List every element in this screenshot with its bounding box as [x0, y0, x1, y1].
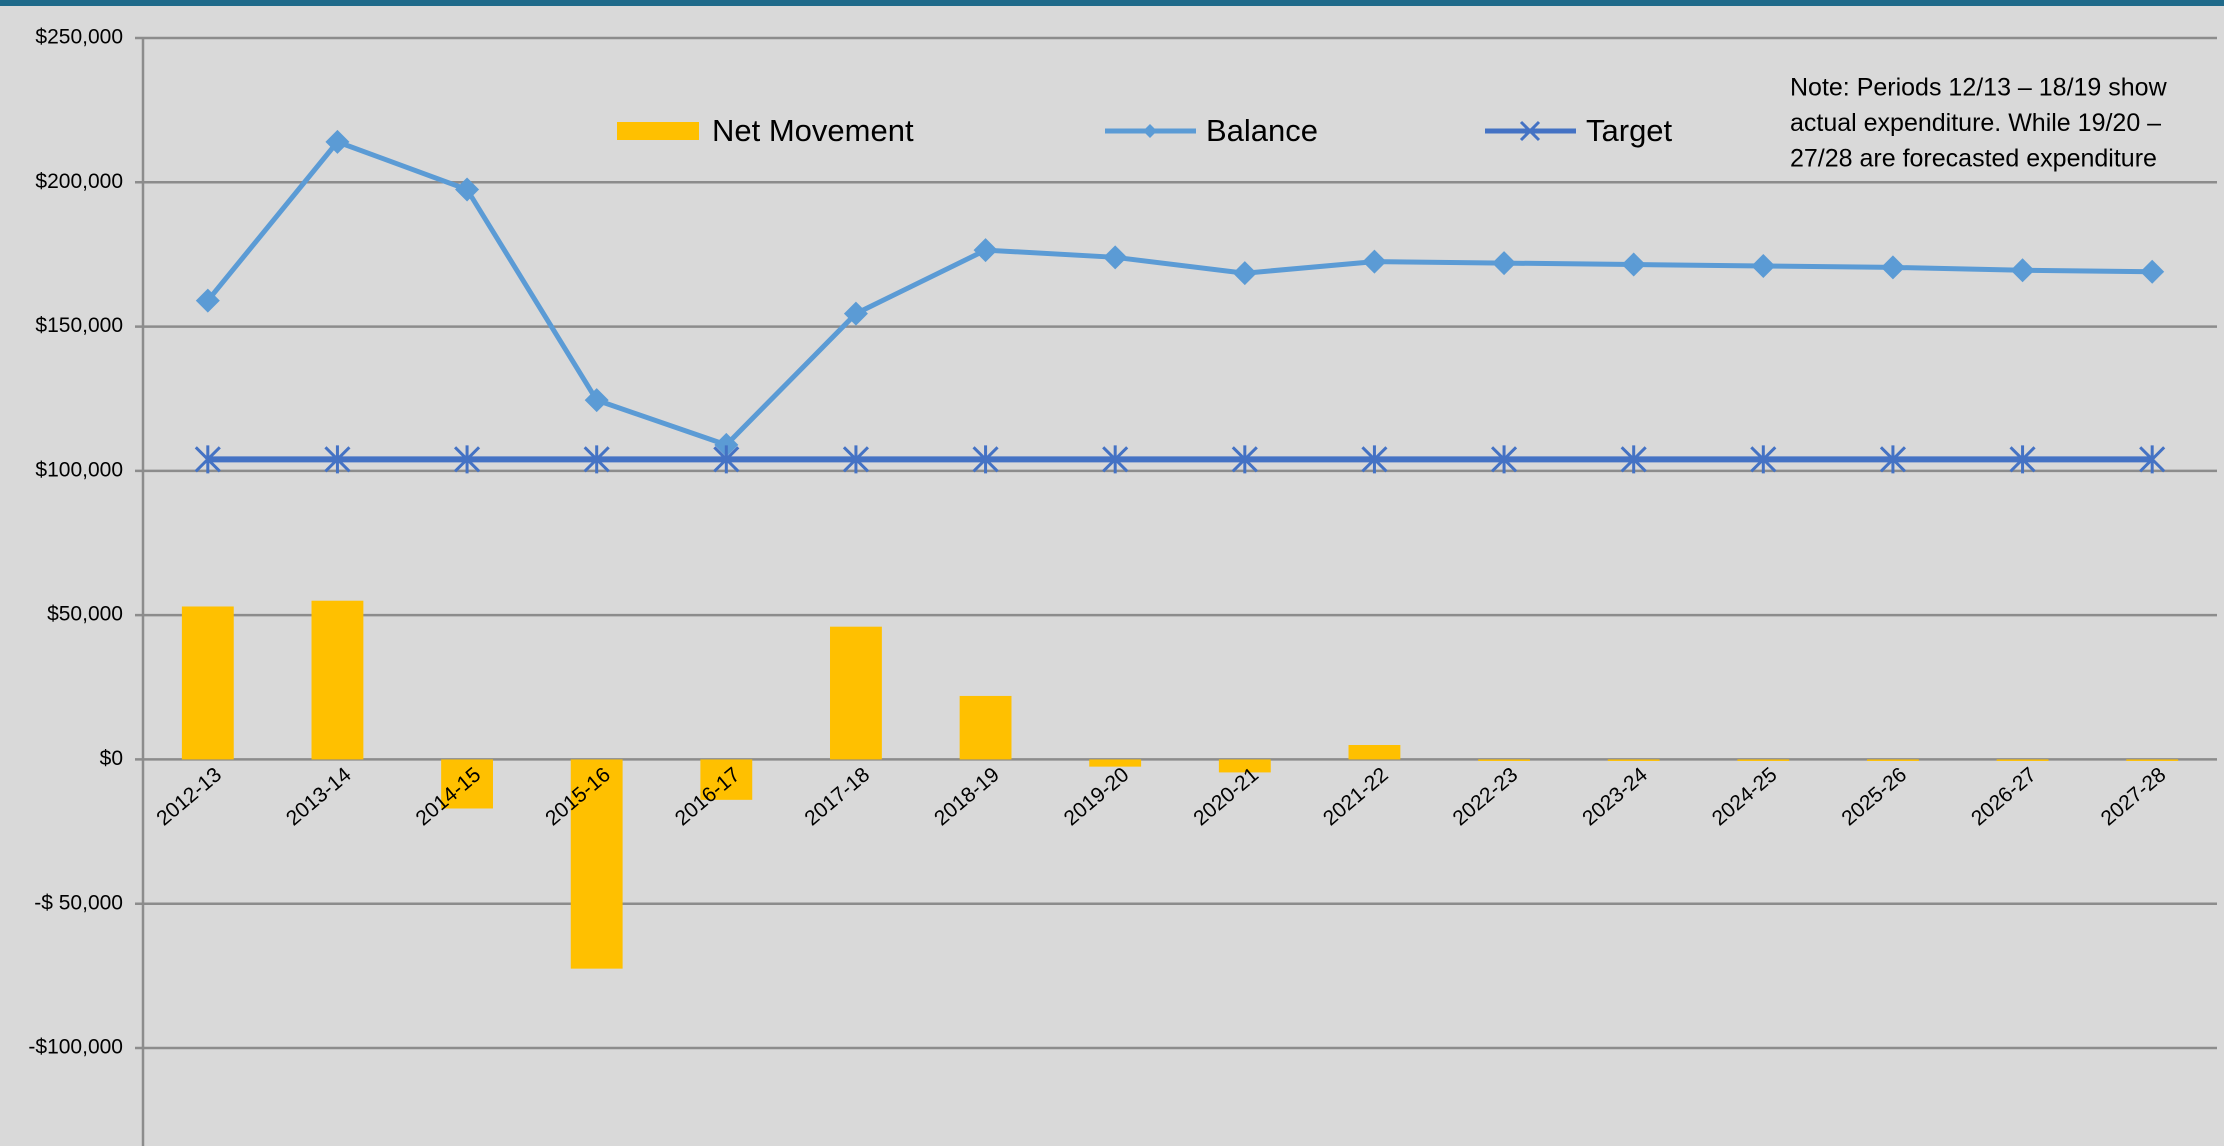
bar	[1218, 759, 1271, 773]
line-diamond	[205, 138, 2153, 448]
bar	[830, 626, 882, 760]
bar	[181, 606, 234, 760]
bar	[1867, 759, 1919, 761]
legend-marker	[1143, 124, 1157, 138]
marker	[1880, 255, 1905, 280]
note: actual expenditure. While 19/20 –	[1790, 109, 2161, 137]
marker	[2009, 445, 2036, 474]
legend-marker	[1519, 120, 1541, 142]
marker	[1102, 445, 1129, 474]
note: 27/28 are forecasted expenditure	[1790, 145, 2157, 173]
bar	[959, 695, 1012, 760]
note: Note: Periods 12/13 – 18/19 show	[1790, 74, 2168, 102]
y-tick-label: -$100,000	[28, 1036, 123, 1059]
bar	[441, 759, 493, 809]
marker	[1620, 445, 1647, 474]
marker	[1103, 245, 1128, 270]
bar	[1737, 759, 1790, 761]
legend-swatch	[617, 122, 699, 140]
y-tick-label: $250,000	[35, 26, 123, 49]
marker	[455, 177, 480, 202]
marker	[714, 432, 739, 457]
marker	[1750, 445, 1777, 474]
bar	[1996, 759, 2049, 761]
bar	[2126, 759, 2179, 761]
marker	[1492, 251, 1517, 276]
marker	[1490, 445, 1518, 474]
marker	[972, 445, 999, 474]
y-tick-label: $200,000	[35, 170, 123, 193]
legend-label: Target	[1586, 113, 1673, 148]
marker	[2139, 445, 2166, 474]
marker	[1361, 445, 1388, 474]
marker	[842, 445, 869, 474]
bar	[700, 759, 753, 800]
y-tick-label: -$ 50,000	[34, 891, 123, 914]
y-tick-label: $100,000	[35, 458, 123, 481]
marker	[584, 388, 609, 413]
marker	[1621, 252, 1646, 277]
marker	[583, 445, 610, 474]
marker	[713, 445, 740, 474]
bar	[1089, 759, 1142, 767]
bar	[1607, 759, 1660, 761]
marker	[1232, 261, 1257, 286]
marker	[325, 129, 350, 154]
marker	[1879, 445, 1907, 474]
marker	[2010, 258, 2035, 283]
bar	[1478, 759, 1530, 761]
legend-label: Balance	[1206, 113, 1318, 148]
marker	[1231, 445, 1258, 474]
marker	[194, 445, 221, 474]
y-tick-label: $0	[100, 747, 123, 770]
bar	[570, 759, 623, 969]
marker	[324, 445, 351, 474]
top-border	[0, 0, 2224, 6]
marker	[973, 238, 998, 263]
bar	[1348, 745, 1401, 760]
marker	[1362, 249, 1387, 274]
legend-label: Net Movement	[712, 113, 914, 148]
marker	[195, 288, 220, 313]
marker	[1751, 253, 1776, 278]
bar	[311, 600, 364, 760]
y-tick-label: $150,000	[35, 314, 123, 337]
marker	[843, 301, 868, 326]
marker	[2140, 259, 2165, 284]
y-tick-label: $50,000	[47, 603, 123, 626]
marker	[454, 445, 481, 474]
